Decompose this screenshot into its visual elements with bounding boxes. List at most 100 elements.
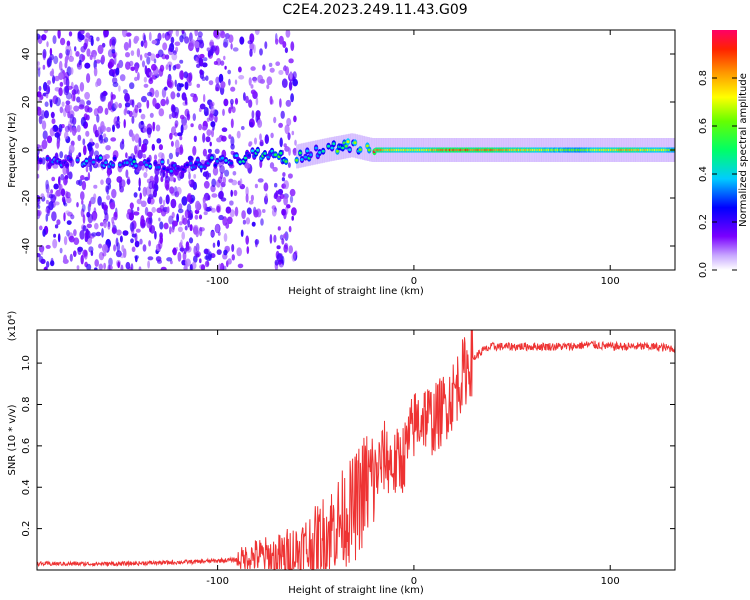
colorbar-tick-label: 0.8 bbox=[698, 70, 709, 86]
spectrogram-noise-blob bbox=[184, 96, 188, 106]
spectrogram-noise-blob bbox=[222, 108, 225, 116]
spectrogram-noise-blob bbox=[236, 130, 241, 139]
spectrogram-noise-blob bbox=[88, 246, 94, 253]
spectrogram-noise-blob bbox=[53, 55, 59, 65]
spectrogram-noise-blob bbox=[286, 117, 292, 127]
spectrogram-ridge-point bbox=[321, 149, 325, 153]
spectrogram-noise-blob bbox=[56, 219, 61, 226]
spectrogram-noise-blob bbox=[37, 61, 40, 66]
spectrogram-noise-blob bbox=[130, 238, 134, 244]
spectrogram-ridge-point bbox=[303, 155, 308, 159]
spectrogram-noise-blob bbox=[113, 244, 117, 252]
spectrogram-noise-blob bbox=[283, 143, 287, 148]
spectrogram-noise-blob bbox=[65, 190, 69, 199]
spectrogram-ridge-point bbox=[367, 148, 371, 152]
spectrogram-noise-blob bbox=[164, 179, 170, 190]
spectrogram-noise-blob bbox=[194, 41, 200, 49]
spectrogram-noise-blob bbox=[106, 195, 111, 201]
spectrogram-noise-blob bbox=[224, 65, 227, 70]
spectrogram-noise-blob bbox=[230, 43, 233, 50]
spectrogram-noise-blob bbox=[37, 67, 41, 78]
spectrogram-noise-blob bbox=[146, 127, 152, 135]
spectrogram-noise-blob bbox=[254, 239, 260, 245]
spectrogram-noise-blob bbox=[231, 254, 235, 261]
spectrogram-noise-blob bbox=[216, 58, 222, 66]
spectrogram-noise-blob bbox=[186, 194, 192, 203]
spectrogram-noise-blob bbox=[63, 254, 68, 264]
spectrogram-noise-blob bbox=[168, 113, 172, 120]
spectrogram-noise-blob bbox=[58, 60, 63, 71]
spectrogram-noise-blob bbox=[270, 132, 274, 139]
spectrogram-noise-blob bbox=[134, 76, 138, 82]
spectrogram-noise-blob bbox=[162, 206, 169, 213]
spectrogram-noise-blob bbox=[60, 188, 66, 197]
spectrogram-noise-blob bbox=[152, 97, 157, 107]
spectrogram-noise-blob bbox=[61, 196, 66, 203]
spectrogram-noise-blob bbox=[223, 38, 229, 48]
spectrogram-noise-blob bbox=[160, 176, 164, 183]
spectrogram-noise-blob bbox=[87, 172, 91, 181]
spectrogram-ridge-point bbox=[185, 163, 189, 167]
spectrogram-noise-blob bbox=[46, 199, 49, 205]
spectrogram-noise-blob bbox=[83, 250, 88, 260]
spectrogram-noise-blob bbox=[291, 207, 297, 216]
spectrogram-noise-blob bbox=[37, 204, 41, 209]
spectrogram-noise-blob bbox=[59, 151, 64, 159]
spectrogram-noise-blob bbox=[136, 198, 142, 205]
spectrogram-noise-blob bbox=[144, 65, 148, 75]
spectrogram-noise-blob bbox=[229, 200, 234, 206]
spectrogram-noise-blob bbox=[210, 45, 216, 54]
spectrogram-noise-blob bbox=[104, 107, 109, 115]
spectrogram-noise-blob bbox=[118, 102, 122, 109]
spectrogram-noise-blob bbox=[57, 30, 61, 39]
spectrogram-noise-blob bbox=[168, 30, 173, 35]
spectrogram-band bbox=[300, 143, 304, 168]
spectrogram-noise-blob bbox=[218, 214, 224, 221]
spectrogram-noise-blob bbox=[154, 89, 160, 98]
spectrogram-noise-blob bbox=[223, 98, 229, 107]
spectrogram-noise-blob bbox=[129, 82, 135, 90]
spectrogram-noise-blob bbox=[274, 182, 278, 188]
spectrogram-noise-blob bbox=[263, 182, 269, 192]
spectrogram-noise-blob bbox=[234, 98, 239, 105]
spectrogram-noise-blob bbox=[179, 59, 184, 64]
spectrogram-ridge-point bbox=[330, 146, 334, 150]
spectrogram-noise-blob bbox=[42, 130, 48, 140]
spectrogram-noise-blob bbox=[45, 244, 51, 249]
spectrogram-noise-blob bbox=[44, 101, 49, 107]
spectrogram-noise-blob bbox=[46, 41, 49, 48]
spectrogram-noise-blob bbox=[200, 264, 206, 270]
spectrogram-noise-blob bbox=[194, 30, 198, 37]
spectrogram-noise-blob bbox=[210, 106, 215, 115]
spectrogram-ridge-point bbox=[318, 151, 322, 154]
spectrogram-noise-blob bbox=[245, 235, 249, 245]
spectrogram-ridge-point bbox=[99, 156, 103, 160]
spectrogram-noise-blob bbox=[58, 183, 63, 191]
spectrogram-noise-blob bbox=[82, 225, 87, 232]
spectrogram-noise-blob bbox=[52, 75, 56, 84]
spectrogram-noise-blob bbox=[174, 139, 180, 150]
spectrogram-noise-blob bbox=[80, 175, 85, 181]
spectrogram-noise-blob bbox=[288, 58, 294, 64]
spectrogram-ridge-point bbox=[220, 156, 225, 160]
spectrogram-noise-blob bbox=[80, 191, 85, 201]
spectrogram-noise-blob bbox=[125, 152, 128, 159]
spectrogram-noise-blob bbox=[195, 200, 201, 211]
spectrogram-noise-blob bbox=[281, 78, 288, 88]
spectrogram-noise-blob bbox=[58, 87, 63, 97]
spectrogram-noise-blob bbox=[228, 34, 234, 43]
spectrogram-noise-blob bbox=[86, 100, 91, 106]
spectrogram-noise-blob bbox=[223, 233, 228, 242]
spectrogram-noise-blob bbox=[79, 82, 85, 92]
spectrogram-noise-blob bbox=[225, 222, 230, 229]
spectrogram-noise-blob bbox=[174, 123, 178, 129]
spectrogram-ridge-point bbox=[353, 141, 357, 145]
spectrogram-noise-blob bbox=[189, 263, 194, 270]
spectrogram-noise-blob bbox=[139, 238, 143, 245]
spectrogram-noise-blob bbox=[202, 57, 208, 62]
spectrogram-noise-blob bbox=[217, 239, 220, 248]
spectrogram-band bbox=[324, 138, 328, 163]
snr-x-tick-label: 100 bbox=[601, 576, 620, 587]
spectrogram-noise-blob bbox=[230, 189, 233, 197]
spectrogram-noise-blob bbox=[165, 194, 170, 205]
